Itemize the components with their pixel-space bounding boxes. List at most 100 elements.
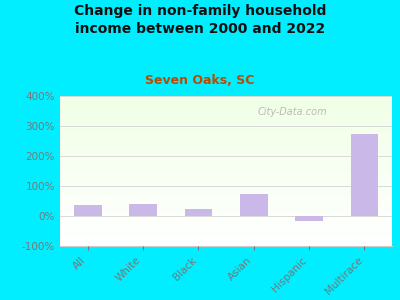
Bar (60, 126, 392, 127)
Bar (74, 205, 102, 216)
Bar (60, 154, 392, 155)
Bar (60, 187, 392, 188)
Bar (60, 208, 392, 209)
Bar (60, 224, 392, 225)
Bar (295, 216, 323, 221)
Bar (60, 146, 392, 147)
Bar (60, 140, 392, 141)
Bar (60, 182, 392, 183)
Bar (60, 206, 392, 207)
Bar (60, 181, 392, 182)
Bar (60, 190, 392, 191)
Bar (60, 200, 392, 201)
Bar (60, 164, 392, 165)
Bar (60, 136, 392, 137)
Bar (60, 153, 392, 154)
Bar (60, 233, 392, 234)
Bar (60, 198, 392, 199)
Bar (60, 216, 392, 217)
Text: Seven Oaks, SC: Seven Oaks, SC (145, 74, 255, 86)
Bar (60, 207, 392, 208)
Bar (60, 122, 392, 123)
Bar (60, 196, 392, 197)
Bar (60, 134, 392, 135)
Bar (60, 123, 392, 124)
Bar (60, 142, 392, 143)
Bar (60, 166, 392, 167)
Bar (60, 128, 392, 129)
Bar (184, 208, 212, 216)
Bar (60, 130, 392, 131)
Bar (60, 226, 392, 227)
Bar (60, 241, 392, 242)
Bar (60, 119, 392, 120)
Bar (60, 106, 392, 107)
Bar (60, 171, 392, 172)
Bar (60, 100, 392, 101)
Bar (60, 144, 392, 145)
Bar (60, 218, 392, 219)
Bar (60, 172, 392, 173)
Bar (60, 156, 392, 157)
Bar (60, 205, 392, 206)
Bar (60, 143, 392, 144)
Bar (60, 104, 392, 105)
Bar (60, 210, 392, 211)
Bar (240, 194, 268, 216)
Bar (60, 105, 392, 106)
Bar (60, 127, 392, 128)
Bar (60, 203, 392, 204)
Bar (60, 193, 392, 194)
Bar (60, 223, 392, 224)
Bar (60, 221, 392, 222)
Bar (60, 197, 392, 198)
Bar (60, 202, 392, 203)
Bar (60, 202, 392, 203)
Bar (60, 215, 392, 216)
Bar (60, 133, 392, 134)
Bar (60, 147, 392, 148)
Bar (60, 157, 392, 158)
Bar (60, 192, 392, 193)
Bar (60, 227, 392, 228)
Bar (60, 232, 392, 233)
Bar (60, 97, 392, 98)
Bar (60, 245, 392, 246)
Bar (60, 158, 392, 159)
Bar (60, 244, 392, 245)
Bar (60, 145, 392, 146)
Bar (60, 239, 392, 240)
Bar (60, 125, 392, 126)
Bar (60, 169, 392, 170)
Bar (60, 230, 392, 231)
Bar (60, 170, 392, 171)
Bar (60, 214, 392, 215)
Bar (60, 235, 392, 236)
Bar (60, 131, 392, 132)
Bar (60, 173, 392, 174)
Bar (60, 150, 392, 151)
Bar (350, 134, 378, 216)
Bar (60, 195, 392, 196)
Bar (60, 183, 392, 184)
Bar (60, 174, 392, 175)
Bar (60, 180, 392, 181)
Bar (60, 165, 392, 166)
Bar (60, 222, 392, 223)
Bar (60, 236, 392, 237)
Bar (60, 137, 392, 138)
Bar (60, 188, 392, 189)
Bar (60, 159, 392, 160)
Bar (60, 201, 392, 202)
Bar (60, 220, 392, 221)
Bar (60, 242, 392, 243)
Bar (60, 124, 392, 125)
Bar (60, 213, 392, 214)
Bar (60, 219, 392, 220)
Bar (60, 160, 392, 161)
Bar (60, 117, 392, 118)
Bar (60, 139, 392, 140)
Bar (60, 168, 392, 169)
Bar (60, 243, 392, 244)
Bar (60, 132, 392, 133)
